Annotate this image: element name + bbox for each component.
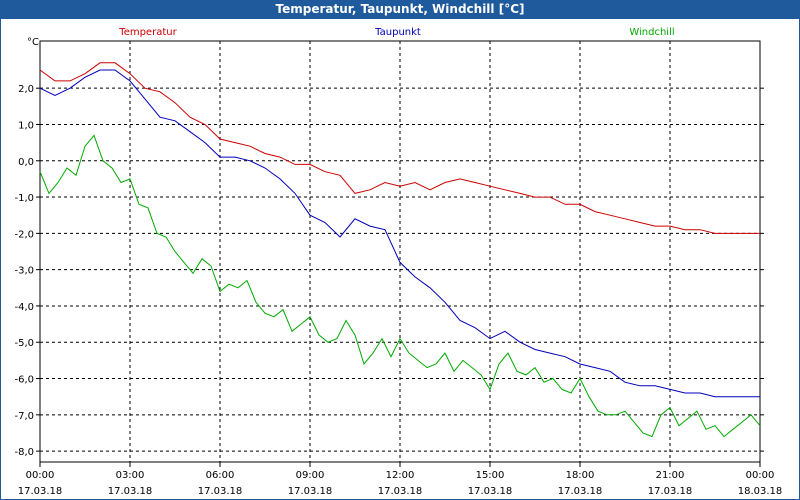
x-tick-date: 17.03.18 [198, 486, 243, 497]
y-axis: °C 2,0 1,0 0,0 -1,0 -2,0 -3,0 -4,0 -5,0 -6,0 -7,0 -… [14, 37, 764, 458]
x-tick-time: 09:00 [296, 470, 325, 481]
series-line-windchill [39, 134, 761, 438]
x-tick-time: 00:00 [26, 470, 55, 481]
x-axis: 00:00 17.03.18 03:00 17.03.18 06:00 17.03.18 0… [18, 462, 783, 497]
chart: °C 2,0 1,0 0,0 -1,0 -2,0 -3,0 -4,0 -5,0 -6,0 -7,0 -… [14, 27, 783, 497]
legend-windchill: Windchill [629, 27, 674, 38]
x-tick-time: 18:00 [566, 470, 595, 481]
y-tick-label: 0,0 [18, 157, 34, 168]
y-tick-label: -7,0 [14, 411, 34, 422]
y-tick-label: -6,0 [14, 375, 34, 386]
x-tick-date: 17.03.18 [108, 486, 153, 497]
x-tick-date: 17.03.18 [648, 486, 693, 497]
y-tick-label: -4,0 [14, 302, 34, 313]
legend-taupunkt: Taupunkt [374, 27, 421, 38]
y-axis-unit: °C [27, 37, 39, 48]
x-tick-date: 17.03.18 [558, 486, 603, 497]
window-title: Temperatur, Taupunkt, Windchill [°C] [0, 0, 800, 19]
y-tick-label: 1,0 [18, 120, 34, 131]
y-tick-label: -3,0 [14, 266, 34, 277]
x-tick-date: 17.03.18 [468, 486, 513, 497]
x-tick-date: 17.03.18 [288, 486, 333, 497]
y-tick-label: 2,0 [18, 84, 34, 95]
x-tick-date: 17.03.18 [18, 486, 63, 497]
x-tick-time: 12:00 [386, 470, 415, 481]
y-tick-label: -8,0 [14, 447, 34, 458]
legend-temperatur: Temperatur [118, 27, 177, 38]
series-lines [39, 62, 761, 438]
y-tick-label: -5,0 [14, 338, 34, 349]
series-line-temperatur [39, 62, 760, 234]
x-tick-date: 18.03.18 [738, 486, 783, 497]
x-tick-time: 03:00 [116, 470, 145, 481]
x-tick-time: 06:00 [206, 470, 235, 481]
grid [40, 41, 760, 462]
x-tick-time: 00:00 [746, 470, 775, 481]
legend: Temperatur Taupunkt Windchill [118, 27, 674, 38]
y-tick-label: -2,0 [14, 229, 34, 240]
y-tick-label: -1,0 [14, 193, 34, 204]
x-tick-time: 21:00 [656, 470, 685, 481]
x-tick-date: 17.03.18 [378, 486, 423, 497]
x-tick-time: 15:00 [476, 470, 505, 481]
series-line-taupunkt [39, 69, 760, 398]
